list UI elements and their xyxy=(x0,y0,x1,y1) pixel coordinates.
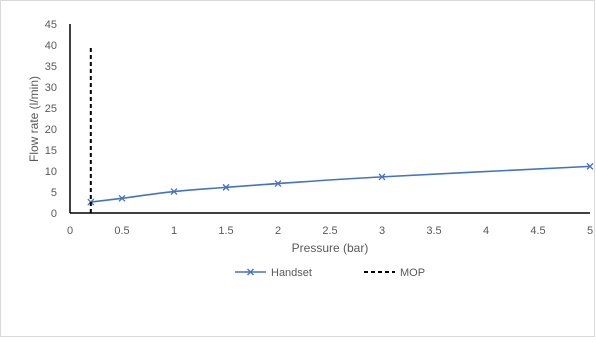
y-tick-label: 35 xyxy=(45,61,57,73)
y-tick-label: 20 xyxy=(45,124,57,136)
handset-line xyxy=(90,165,591,203)
legend-label-mop: MOP xyxy=(400,267,425,279)
x-tick-label: 4 xyxy=(483,225,489,237)
x-tick-label: 5 xyxy=(587,225,593,237)
y-axis-title: Flow rate (l/min) xyxy=(27,76,41,162)
y-tick-label: 30 xyxy=(45,82,57,94)
handset-point xyxy=(170,188,178,196)
legend-entry-mop: MOP xyxy=(364,267,425,279)
handset-point xyxy=(378,173,386,181)
x-tick-label: 3 xyxy=(379,225,385,237)
legend: Handset MOP xyxy=(235,267,425,279)
y-tick-label: 0 xyxy=(51,208,57,220)
y-tick-label: 15 xyxy=(45,145,57,157)
y-tick-label: 10 xyxy=(45,166,57,178)
x-tick-label: 1 xyxy=(171,225,177,237)
x-tick-label: 2 xyxy=(275,225,281,237)
y-tick-label: 5 xyxy=(51,187,57,199)
axes xyxy=(69,24,590,214)
legend-label-handset: Handset xyxy=(271,267,312,279)
handset-point xyxy=(118,194,126,202)
legend-marker-handset xyxy=(247,268,254,276)
y-tick-label: 40 xyxy=(45,40,57,52)
x-tick-label: 1.5 xyxy=(218,225,233,237)
x-axis-title: Pressure (bar) xyxy=(292,241,369,255)
x-tick-label: 2.5 xyxy=(322,225,337,237)
y-tick-label: 45 xyxy=(45,19,57,31)
series-layer xyxy=(87,45,594,213)
x-tick-label: 3.5 xyxy=(426,225,441,237)
x-tick-label: 4.5 xyxy=(530,225,545,237)
x-tick-label: 0 xyxy=(67,225,73,237)
legend-entry-handset: Handset xyxy=(235,267,312,279)
y-tick-label: 25 xyxy=(45,103,57,115)
handset-point xyxy=(222,183,230,191)
tick-labels: 0 0.5 1 1.5 2 2.5 3 3.5 4 4.5 5 0 5 10 15 20 25 30 35 40 45 xyxy=(45,19,593,237)
x-tick-label: 0.5 xyxy=(114,225,129,237)
handset-point xyxy=(274,180,282,188)
handset-point xyxy=(586,162,594,170)
